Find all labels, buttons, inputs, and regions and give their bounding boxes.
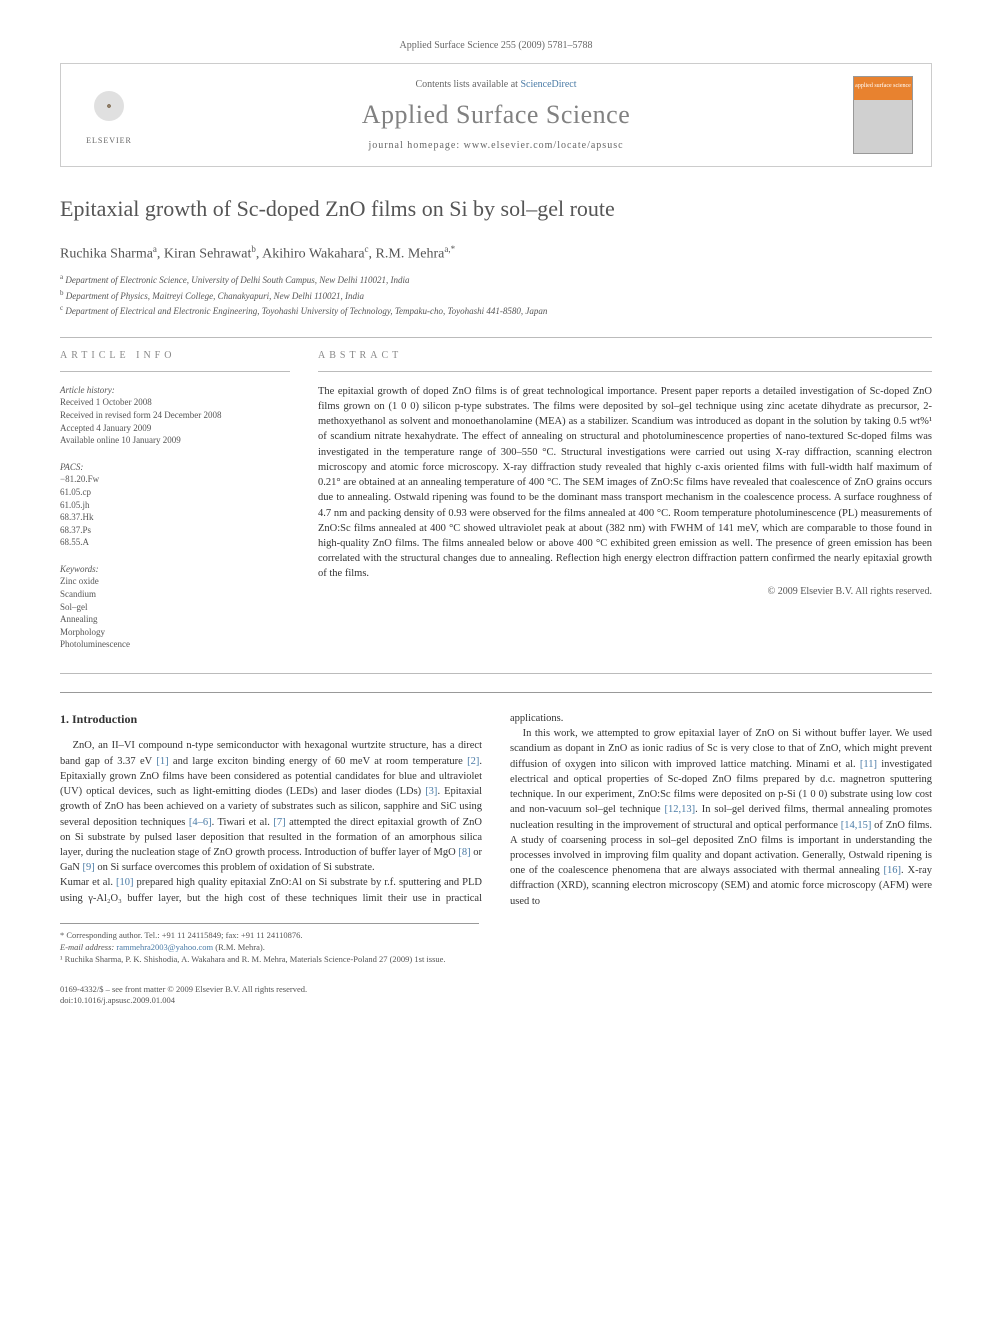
pacs-code: 68.37.Ps (60, 524, 290, 537)
pacs-block: PACS: −81.20.Fw 61.05.cp 61.05.jh 68.37.… (60, 461, 290, 549)
keywords-block: Keywords: Zinc oxide Scandium Sol–gel An… (60, 563, 290, 651)
history-line: Accepted 4 January 2009 (60, 422, 290, 435)
keywords-label: Keywords: (60, 563, 290, 576)
running-header: Applied Surface Science 255 (2009) 5781–… (60, 40, 932, 51)
contents-line: Contents lists available at ScienceDirec… (139, 79, 853, 90)
body-paragraph: ZnO, an II–VI compound n-type semiconduc… (60, 738, 482, 875)
footnotes: * Corresponding author. Tel.: +91 11 241… (60, 923, 479, 966)
abstract-text: The epitaxial growth of doped ZnO films … (318, 384, 932, 582)
contents-prefix: Contents lists available at (415, 79, 520, 90)
history-line: Available online 10 January 2009 (60, 434, 290, 447)
elsevier-logo: ELSEVIER (79, 80, 139, 150)
email-line: E-mail address: rammehra2003@yahoo.com (… (60, 942, 479, 954)
journal-cover-thumb: applied surface science (853, 76, 913, 154)
body-paragraph: In this work, we attempted to grow epita… (510, 726, 932, 909)
affiliations: a Department of Electronic Science, Univ… (60, 272, 932, 319)
pacs-code: 68.37.Hk (60, 511, 290, 524)
doi-line: doi:10.1016/j.apsusc.2009.01.004 (60, 995, 932, 1007)
divider (60, 337, 932, 338)
pacs-code: 68.55.A (60, 536, 290, 549)
section-heading: 1. Introduction (60, 711, 482, 728)
pacs-code: 61.05.cp (60, 486, 290, 499)
sciencedirect-link[interactable]: ScienceDirect (520, 79, 576, 90)
email-label: E-mail address: (60, 942, 116, 952)
divider (318, 371, 932, 372)
keyword: Scandium (60, 588, 290, 601)
footnote-1: ¹ Ruchika Sharma, P. K. Shishodia, A. Wa… (60, 954, 479, 966)
pacs-label: PACS: (60, 461, 290, 474)
keyword: Annealing (60, 613, 290, 626)
divider (60, 371, 290, 372)
homepage-prefix: journal homepage: (368, 140, 463, 151)
journal-name: Applied Surface Science (139, 100, 853, 130)
divider (60, 673, 932, 674)
history-line: Received in revised form 24 December 200… (60, 409, 290, 422)
pacs-code: −81.20.Fw (60, 473, 290, 486)
history-label: Article history: (60, 384, 290, 397)
keyword: Sol–gel (60, 601, 290, 614)
front-matter-line: 0169-4332/$ – see front matter © 2009 El… (60, 984, 932, 996)
journal-header-box: ELSEVIER Contents lists available at Sci… (60, 63, 932, 167)
author-list: Ruchika Sharmaa, Kiran Sehrawatb, Akihir… (60, 244, 932, 263)
homepage-url[interactable]: www.elsevier.com/locate/apsusc (464, 140, 624, 151)
footer-block: 0169-4332/$ – see front matter © 2009 El… (60, 984, 932, 1008)
article-title: Epitaxial growth of Sc-doped ZnO films o… (60, 195, 932, 224)
keyword: Photoluminescence (60, 638, 290, 651)
elsevier-tree-icon (84, 86, 134, 136)
keyword: Zinc oxide (60, 575, 290, 588)
pacs-code: 61.05.jh (60, 499, 290, 512)
corresponding-author: * Corresponding author. Tel.: +91 11 241… (60, 930, 479, 942)
cover-thumb-text: applied surface science (855, 83, 911, 90)
article-info-label: ARTICLE INFO (60, 350, 290, 361)
divider (60, 692, 932, 693)
email-tail: (R.M. Mehra). (213, 942, 265, 952)
history-line: Received 1 October 2008 (60, 396, 290, 409)
keyword: Morphology (60, 626, 290, 639)
body-text: 1. Introduction ZnO, an II–VI compound n… (60, 711, 932, 909)
article-history: Article history: Received 1 October 2008… (60, 384, 290, 447)
copyright-line: © 2009 Elsevier B.V. All rights reserved… (318, 586, 932, 597)
abstract-label: ABSTRACT (318, 350, 932, 361)
email-link[interactable]: rammehra2003@yahoo.com (116, 942, 213, 952)
elsevier-label: ELSEVIER (86, 136, 132, 145)
journal-homepage: journal homepage: www.elsevier.com/locat… (139, 140, 853, 151)
